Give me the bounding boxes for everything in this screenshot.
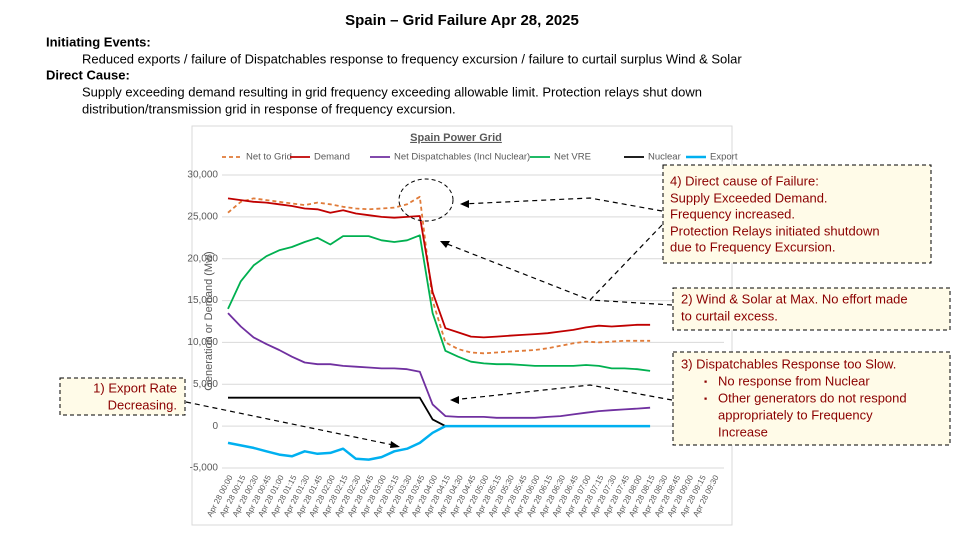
- series-line: [228, 396, 446, 427]
- y-tick-label: 15,000: [187, 295, 218, 306]
- arrows: [185, 197, 673, 447]
- legend-label: Demand: [314, 152, 350, 163]
- arrow: [451, 384, 673, 401]
- chart-title: Spain Power Grid: [410, 132, 502, 144]
- legend-label: Nuclear: [648, 152, 681, 163]
- arrow: [589, 299, 673, 306]
- y-tick-label: 5,000: [193, 379, 218, 390]
- callout-box: [672, 351, 951, 446]
- callout-text: No response from Nuclear: [718, 373, 870, 388]
- callout-text: Increase: [718, 424, 768, 439]
- callout-text: appropriately to Frequency: [718, 407, 873, 422]
- y-tick-label: 30,000: [187, 170, 218, 181]
- callout-boxes: [59, 164, 951, 446]
- y-tick-label: 25,000: [187, 211, 218, 222]
- chart-frame: [191, 125, 733, 526]
- series-line: [227, 234, 651, 372]
- direct-text: Supply exceeding demand resulting in gri…: [82, 84, 702, 99]
- y-tick-label: 20,000: [187, 253, 218, 264]
- arrow-head: [440, 241, 450, 248]
- arrow: [185, 401, 399, 447]
- direct-text: distribution/transmission grid in respon…: [82, 101, 456, 116]
- callout-text: 3) Dispatchables Response too Slow.: [681, 356, 896, 371]
- callout-text: 4) Direct cause of Failure:: [670, 173, 819, 188]
- callout-text: 2) Wind & Solar at Max. No effort made: [681, 291, 908, 306]
- callout-box: [672, 287, 951, 331]
- callout-text: to curtail excess.: [681, 308, 778, 323]
- series-line: [227, 312, 651, 419]
- peak-highlight: [398, 178, 454, 222]
- y-tick-label: -5,000: [190, 463, 219, 474]
- initiating-label: Initiating Events:: [46, 34, 151, 49]
- direct-label: Direct Cause:: [46, 67, 130, 82]
- legend-label: Export: [710, 152, 738, 163]
- callout-text: Frequency increased.: [670, 206, 795, 221]
- callout-text: due to Frequency Excursion.: [670, 239, 835, 254]
- slide-title: Spain – Grid Failure Apr 28, 2025: [345, 12, 579, 29]
- y-axis-label: Generation or Demand (Mw): [203, 251, 215, 390]
- bullet: ▪: [704, 376, 707, 386]
- initiating-text: Reduced exports / failure of Dispatchabl…: [82, 51, 742, 66]
- arrow-head: [460, 200, 469, 208]
- callout-box: [59, 377, 186, 416]
- arrow-head: [390, 441, 400, 448]
- arrow-head: [450, 396, 459, 404]
- series-line: [227, 424, 651, 461]
- callout-text: 1) Export Rate: [93, 380, 177, 395]
- arrow-heads: [390, 200, 469, 448]
- callout-box: [662, 164, 932, 264]
- legend-label: Net VRE: [554, 152, 591, 163]
- callout-text: Supply Exceeded Demand.: [670, 190, 828, 205]
- y-tick-label: 0: [212, 421, 218, 432]
- legend-label: Net Dispatchables (Incl Nuclear): [394, 152, 530, 163]
- callout-text: Protection Relays initiated shutdown: [670, 223, 880, 238]
- arrow: [461, 197, 663, 212]
- callout-text: Decreasing.: [108, 397, 177, 412]
- callout-text: Other generators do not respond: [718, 390, 907, 405]
- series-line: [227, 197, 651, 339]
- series-line: [227, 195, 651, 355]
- bullet: ▪: [704, 393, 707, 403]
- legend-label: Net to Grid: [246, 152, 292, 163]
- y-tick-label: 10,000: [187, 337, 218, 348]
